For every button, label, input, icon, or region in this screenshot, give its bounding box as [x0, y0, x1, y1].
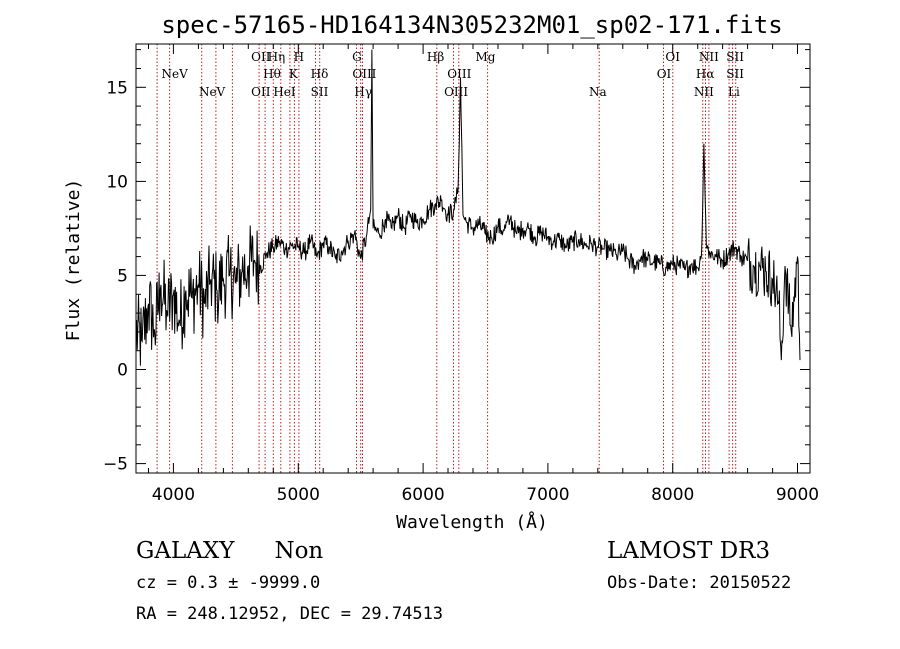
x-tick-label: 6000 — [401, 485, 444, 505]
marker-label-10: SII — [311, 85, 329, 99]
y-tick-label: −5 — [103, 455, 128, 475]
marker-label-0: NeV — [162, 67, 189, 81]
x-tick-label: 7000 — [526, 485, 569, 505]
marker-label-14: Hβ — [427, 50, 444, 64]
flux-series — [135, 49, 801, 366]
flux-line — [135, 49, 801, 366]
x-tick-label: 8000 — [651, 485, 694, 505]
x-tick-label: 5000 — [277, 485, 320, 505]
object-class-value: GALAXY — [136, 538, 235, 564]
marker-label-15: OIII — [447, 67, 471, 81]
marker-label-6: Hθ — [263, 67, 281, 81]
marker-label-19: OI — [665, 50, 680, 64]
object-class: GALAXY Non — [136, 538, 323, 564]
marker-label-5: H — [294, 50, 304, 64]
marker-label-3: OII — [251, 85, 271, 99]
x-axis-label: Wavelength (Å) — [396, 511, 548, 533]
y-tick-label: 15 — [106, 78, 128, 98]
x-tick-label: 9000 — [776, 485, 819, 505]
y-tick-label: 5 — [117, 266, 128, 286]
marker-label-18: Na — [589, 85, 607, 99]
marker-label-13: Hγ — [354, 85, 372, 99]
marker-label-1: NeV — [199, 85, 226, 99]
chart-title: spec-57165-HD164134N305232M01_sp02-171.f… — [161, 11, 782, 39]
y-axis-label: Flux (relative) — [63, 179, 84, 342]
redshift-text: cz = 0.3 ± -9999.0 — [136, 573, 321, 593]
emission-line-markers — [156, 44, 737, 473]
marker-label-22: Hα — [696, 67, 715, 81]
survey-name: LAMOST DR3 — [607, 538, 771, 564]
y-tick-label: 10 — [106, 172, 128, 192]
marker-label-4: Hη — [268, 50, 286, 64]
y-tick-label: 0 — [117, 361, 128, 381]
marker-label-24: SII — [726, 50, 744, 64]
x-tick-label: 4000 — [152, 485, 195, 505]
marker-label-2: OII — [251, 50, 271, 64]
marker-label-25: SII — [726, 67, 744, 81]
object-subclass: Non — [274, 538, 324, 564]
coordinates: RA = 248.12952, DEC = 29.74513 — [136, 604, 444, 624]
marker-label-20: OI — [657, 67, 672, 81]
marker-label-21: NII — [699, 50, 719, 64]
marker-label-16: OIII — [444, 85, 468, 99]
marker-label-9: HeI — [273, 85, 296, 99]
marker-label-7: K — [289, 67, 299, 81]
marker-label-26: Li — [728, 85, 740, 99]
obs-date: Obs-Date: 20150522 — [607, 573, 792, 593]
marker-label-12: OIII — [352, 67, 376, 81]
marker-label-17: Mg — [476, 50, 496, 64]
axis-ticks: 4000 5000 6000 7000 8000 9000 −5 0 5 10 15 — [103, 44, 819, 505]
marker-label-23: NII — [694, 85, 714, 99]
marker-label-11: G — [352, 50, 362, 64]
marker-label-8: Hδ — [311, 67, 329, 81]
